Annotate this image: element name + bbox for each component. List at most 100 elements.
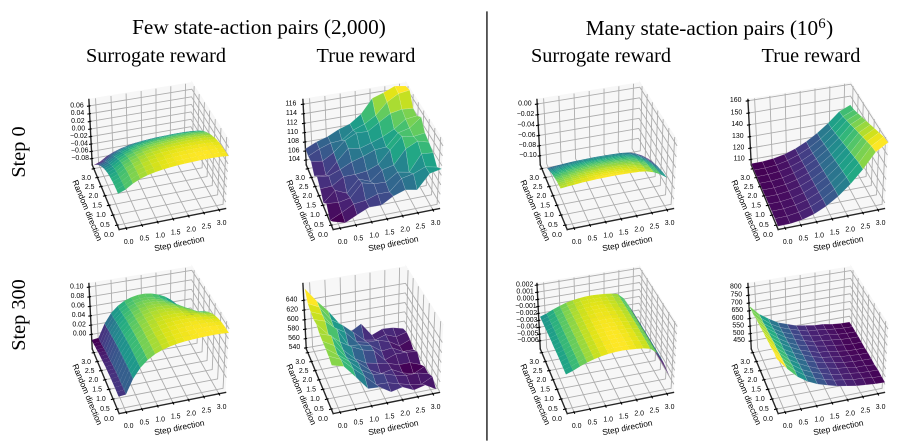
svg-text:−0.02: −0.02 <box>517 111 535 118</box>
svg-text:2.5: 2.5 <box>744 184 754 191</box>
svg-text:0.0: 0.0 <box>124 423 134 430</box>
svg-text:0.001: 0.001 <box>516 289 534 296</box>
svg-text:1.0: 1.0 <box>755 212 765 219</box>
svg-text:0.0: 0.0 <box>318 232 328 239</box>
svg-text:3.0: 3.0 <box>876 220 886 227</box>
svg-text:−0.006: −0.006 <box>517 337 539 344</box>
svg-text:750: 750 <box>731 292 743 299</box>
svg-text:1.0: 1.0 <box>155 233 165 240</box>
svg-text:Surrogate reward: Surrogate reward <box>531 45 671 67</box>
svg-text:104: 104 <box>288 156 300 163</box>
svg-text:0.10: 0.10 <box>70 283 84 290</box>
svg-text:−0.10: −0.10 <box>519 152 537 159</box>
svg-text:0.02: 0.02 <box>71 118 85 125</box>
svg-text:3.0: 3.0 <box>217 404 227 411</box>
svg-text:2.5: 2.5 <box>533 368 543 375</box>
svg-text:0.0: 0.0 <box>572 239 582 246</box>
svg-text:0.0: 0.0 <box>552 232 562 239</box>
svg-text:Step 300: Step 300 <box>8 279 30 351</box>
svg-text:0.5: 0.5 <box>354 420 364 427</box>
svg-text:3.0: 3.0 <box>81 359 91 366</box>
svg-text:1.0: 1.0 <box>603 233 613 240</box>
svg-text:3.0: 3.0 <box>529 359 539 366</box>
svg-text:108: 108 <box>287 138 299 145</box>
svg-text:2.0: 2.0 <box>89 377 99 384</box>
svg-text:Few state-action pairs (2,000): Few state-action pairs (2,000) <box>132 15 386 39</box>
svg-text:1.0: 1.0 <box>814 233 824 240</box>
svg-text:0.5: 0.5 <box>759 406 769 413</box>
svg-text:2.5: 2.5 <box>861 223 871 230</box>
svg-text:2.5: 2.5 <box>650 407 660 414</box>
svg-text:3.0: 3.0 <box>740 359 750 366</box>
svg-text:110: 110 <box>734 156 745 163</box>
svg-text:0.5: 0.5 <box>799 236 809 243</box>
svg-text:2.5: 2.5 <box>299 368 309 375</box>
svg-text:−0.02: −0.02 <box>70 133 88 140</box>
svg-text:1.5: 1.5 <box>830 229 840 236</box>
svg-text:0.02: 0.02 <box>72 321 86 328</box>
svg-text:True reward: True reward <box>762 45 861 67</box>
svg-text:2.0: 2.0 <box>537 193 547 200</box>
svg-text:−0.06: −0.06 <box>71 148 89 155</box>
svg-text:3.0: 3.0 <box>217 220 227 227</box>
svg-text:0.5: 0.5 <box>548 222 558 229</box>
svg-text:2.5: 2.5 <box>650 223 660 230</box>
svg-text:1.5: 1.5 <box>619 413 629 420</box>
svg-text:1.5: 1.5 <box>306 386 316 393</box>
svg-text:500: 500 <box>733 330 745 337</box>
svg-text:0.5: 0.5 <box>140 420 150 427</box>
svg-text:0.5: 0.5 <box>588 236 598 243</box>
svg-text:0.0: 0.0 <box>318 416 328 423</box>
svg-text:0.5: 0.5 <box>799 420 809 427</box>
svg-text:1.0: 1.0 <box>155 417 165 424</box>
svg-text:2.5: 2.5 <box>85 368 95 375</box>
svg-text:800: 800 <box>730 284 742 291</box>
svg-text:0.06: 0.06 <box>70 102 84 109</box>
svg-text:0.00: 0.00 <box>73 331 87 338</box>
svg-text:3.0: 3.0 <box>431 404 441 411</box>
svg-text:150: 150 <box>731 109 743 116</box>
svg-text:1.0: 1.0 <box>544 396 554 403</box>
svg-text:0.5: 0.5 <box>100 406 110 413</box>
svg-text:2.5: 2.5 <box>744 368 754 375</box>
svg-text:2.0: 2.0 <box>634 410 644 417</box>
svg-text:0.5: 0.5 <box>588 420 598 427</box>
svg-text:3.0: 3.0 <box>295 175 305 182</box>
svg-text:−0.08: −0.08 <box>71 155 89 162</box>
svg-text:0.0: 0.0 <box>572 423 582 430</box>
svg-text:2.0: 2.0 <box>303 193 313 200</box>
svg-text:540: 540 <box>289 344 301 351</box>
svg-text:1.5: 1.5 <box>171 413 181 420</box>
svg-text:0.5: 0.5 <box>759 222 769 229</box>
svg-text:1.0: 1.0 <box>369 233 379 240</box>
svg-text:2.0: 2.0 <box>303 377 313 384</box>
svg-text:700: 700 <box>731 299 743 306</box>
svg-text:140: 140 <box>731 121 743 128</box>
svg-text:560: 560 <box>288 335 300 342</box>
svg-text:1.5: 1.5 <box>830 413 840 420</box>
svg-text:0.0: 0.0 <box>124 239 134 246</box>
svg-text:130: 130 <box>732 133 744 140</box>
svg-text:1.5: 1.5 <box>92 386 102 393</box>
svg-text:True reward: True reward <box>317 45 416 67</box>
svg-text:0.00: 0.00 <box>518 100 532 107</box>
svg-text:1.5: 1.5 <box>540 202 550 209</box>
svg-text:3.0: 3.0 <box>431 220 441 227</box>
svg-text:0.04: 0.04 <box>71 110 85 117</box>
svg-text:1.5: 1.5 <box>751 202 761 209</box>
svg-text:3.0: 3.0 <box>740 175 750 182</box>
svg-text:0.06: 0.06 <box>71 303 85 310</box>
svg-text:600: 600 <box>732 315 744 322</box>
svg-text:2.0: 2.0 <box>400 226 410 233</box>
svg-text:3.0: 3.0 <box>665 404 675 411</box>
svg-text:0.5: 0.5 <box>140 236 150 243</box>
svg-text:2.5: 2.5 <box>299 184 309 191</box>
svg-text:3.0: 3.0 <box>81 175 91 182</box>
svg-text:2.5: 2.5 <box>533 184 543 191</box>
svg-text:1.0: 1.0 <box>310 212 320 219</box>
svg-text:1.0: 1.0 <box>814 417 824 424</box>
svg-text:0.0: 0.0 <box>763 232 773 239</box>
svg-text:120: 120 <box>733 144 745 151</box>
svg-text:0.002: 0.002 <box>516 281 534 288</box>
svg-text:3.0: 3.0 <box>665 220 675 227</box>
